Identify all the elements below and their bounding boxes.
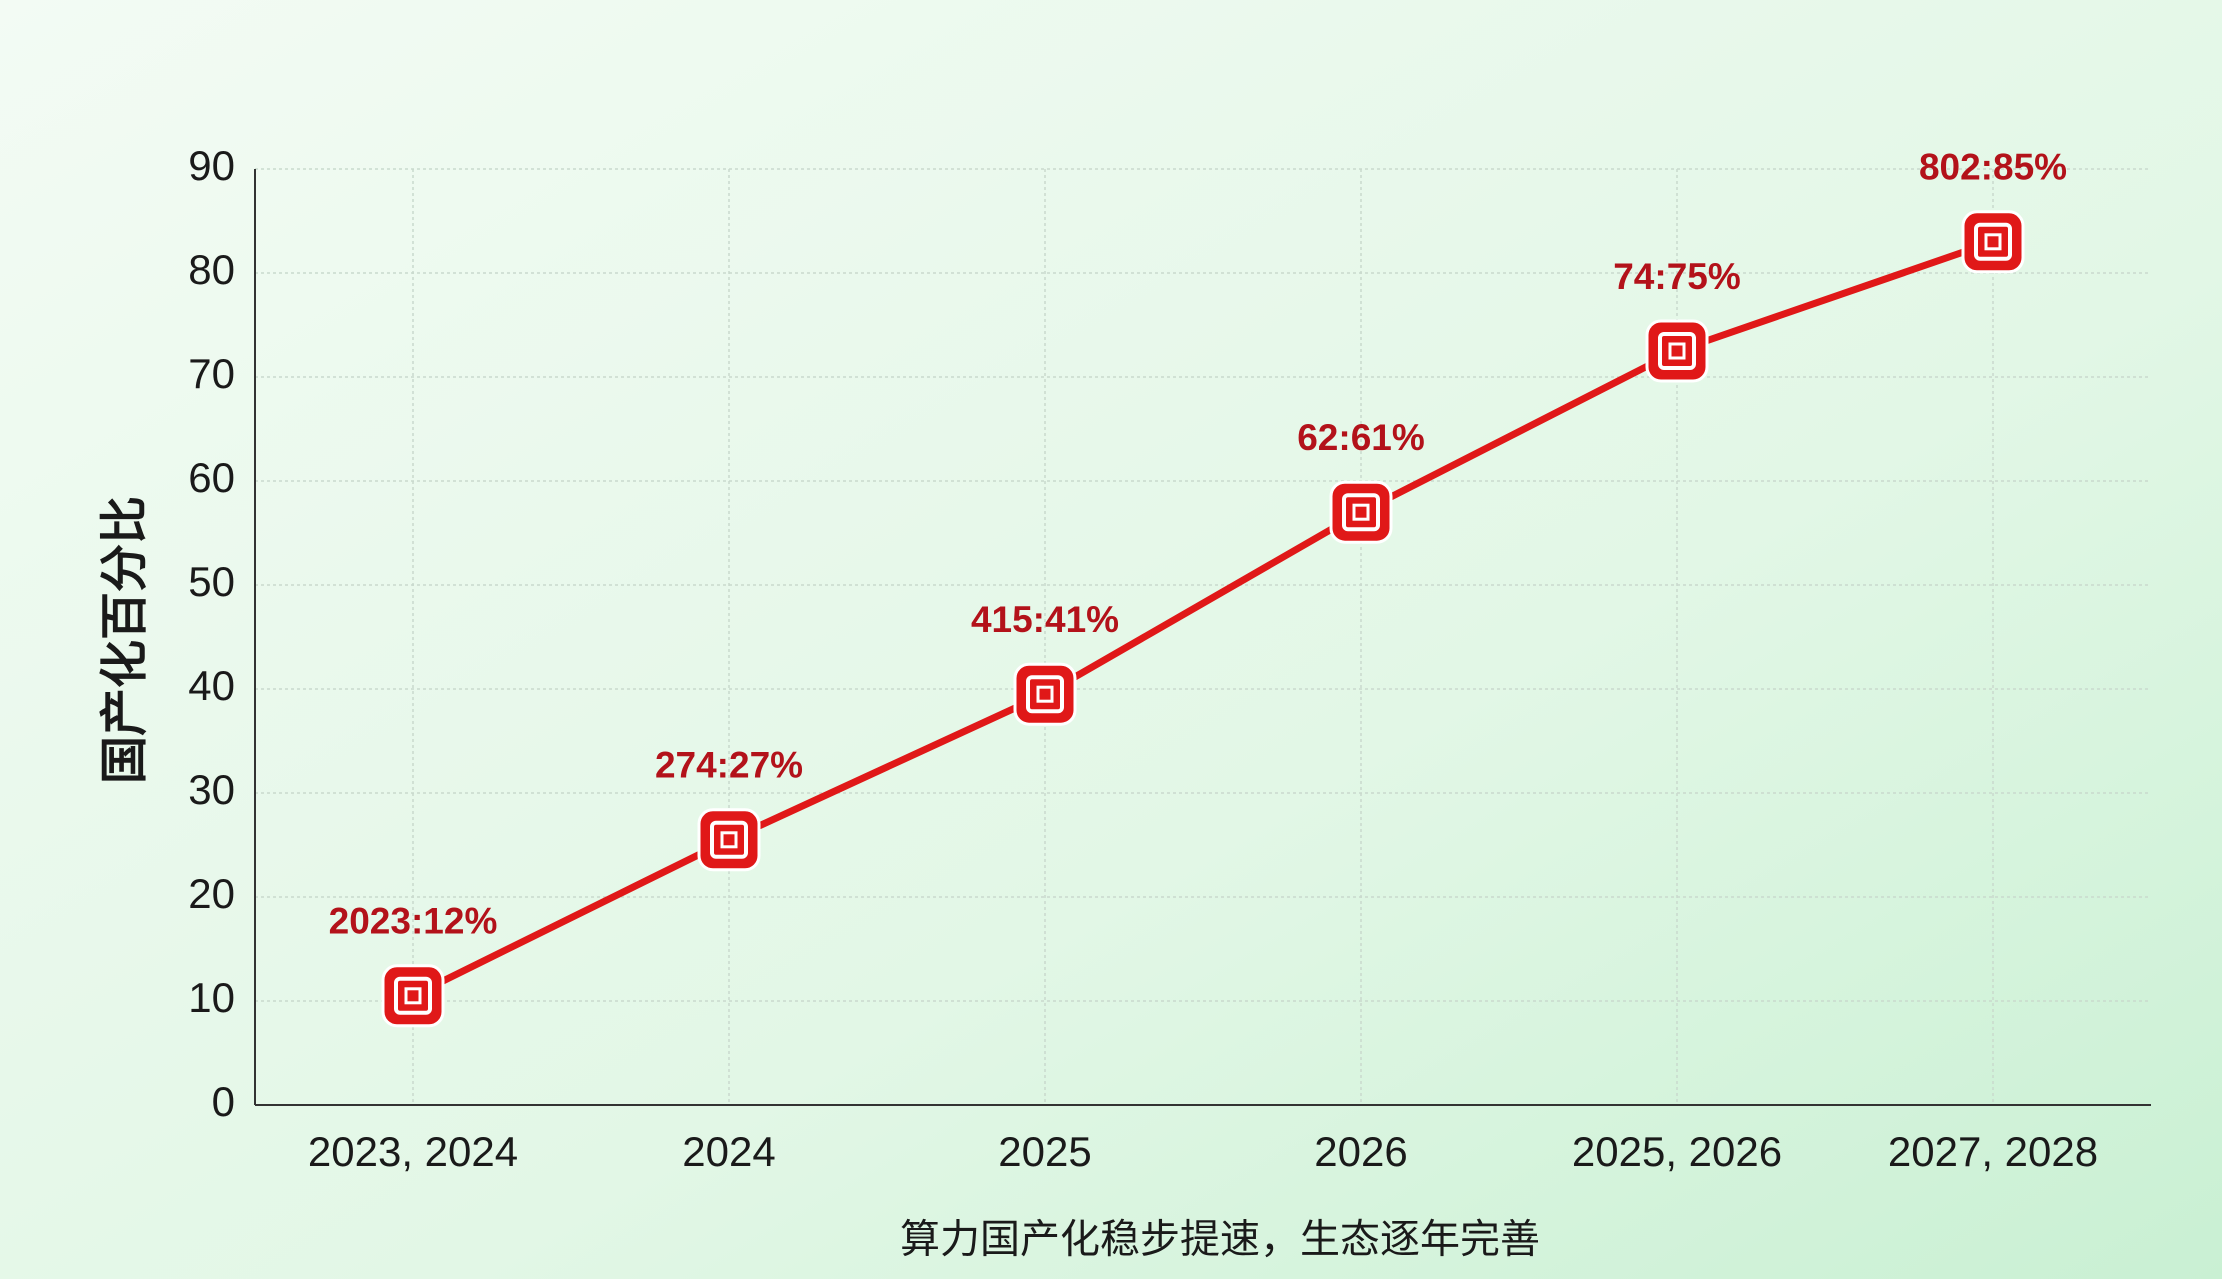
- y-tick-label: 90: [188, 142, 235, 189]
- x-tick-label: 2025, 2026: [1572, 1128, 1782, 1175]
- y-tick-label: 80: [188, 246, 235, 293]
- marker: [697, 808, 761, 872]
- chip-inner: [1352, 503, 1370, 521]
- x-tick-label: 2026: [1314, 1128, 1407, 1175]
- marker: [1013, 662, 1077, 726]
- y-tick-label: 60: [188, 454, 235, 501]
- x-tick-label: 2023, 2024: [308, 1128, 518, 1175]
- y-axis-label: 国产化百分比: [99, 496, 152, 784]
- y-tick-label: 10: [188, 974, 235, 1021]
- y-tick-label: 30: [188, 766, 235, 813]
- marker: [381, 964, 445, 1028]
- x-tick-label: 2024: [682, 1128, 775, 1175]
- y-tick-label: 50: [188, 558, 235, 605]
- annotation: 274:27%: [655, 745, 803, 786]
- chip-outer: [394, 976, 432, 1015]
- x-axis-label: 算力国产化稳步提速，生态逐年完善: [900, 1218, 1540, 1262]
- x-tick-label: 2027, 2028: [1888, 1128, 2098, 1175]
- chip-outer: [1342, 493, 1380, 532]
- marker: [1329, 480, 1393, 544]
- annotation: 74:75%: [1613, 256, 1741, 297]
- data-line: [411, 238, 1995, 999]
- marker-group: [1013, 662, 1077, 726]
- x-tick-label: 2025: [998, 1128, 1091, 1175]
- chip-outer: [1658, 332, 1696, 370]
- chip-inner: [720, 831, 738, 849]
- y-tick-label: 40: [188, 662, 235, 709]
- chip-outer: [1974, 222, 2012, 261]
- y-tick-label: 20: [188, 870, 235, 917]
- marker-group: [697, 808, 761, 872]
- marker-group: [381, 964, 445, 1028]
- marker-group: [1645, 319, 1709, 383]
- chip-inner: [1984, 233, 2002, 251]
- chip-outer: [1026, 675, 1064, 714]
- marker-group: [1329, 480, 1393, 544]
- chip-outer: [710, 820, 748, 859]
- y-tick-label: 0: [212, 1078, 235, 1125]
- marker-group: [1961, 210, 2025, 274]
- annotation: 802:85%: [1919, 147, 2067, 188]
- chip-inner: [1668, 342, 1686, 360]
- y-tick-label: 70: [188, 350, 235, 397]
- chip-inner: [1036, 685, 1054, 703]
- annotation: 62:61%: [1297, 417, 1425, 458]
- annotation: 2023:12%: [329, 901, 498, 942]
- marker: [1961, 210, 2025, 274]
- annotation: 415:41%: [971, 599, 1119, 640]
- marker: [1645, 319, 1709, 383]
- chip-inner: [404, 987, 422, 1005]
